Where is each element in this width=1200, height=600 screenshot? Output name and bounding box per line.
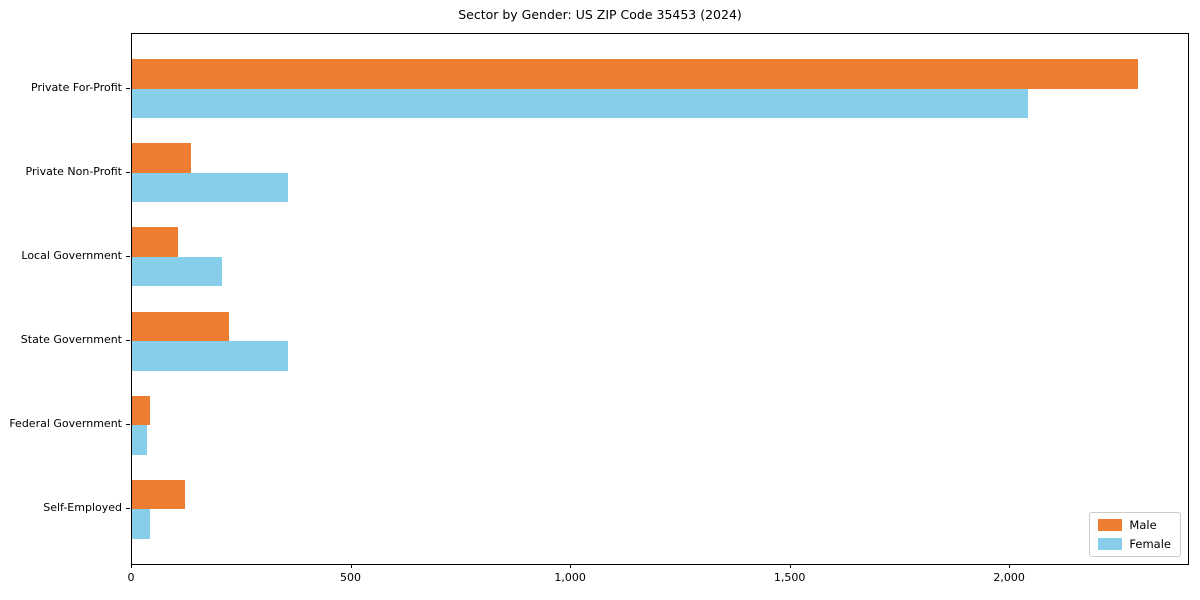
x-tick-mark-1,500: [789, 564, 791, 568]
legend: Male Female: [1089, 512, 1181, 557]
legend-label-female: Female: [1129, 537, 1171, 551]
x-tick-label-0: 0: [127, 571, 135, 584]
y-tick-label-self-employed: Self-Employed: [43, 501, 122, 515]
x-tick-label-500: 500: [340, 571, 362, 584]
x-tick-label-2,000: 2,000: [993, 571, 1025, 584]
x-tick-label-1,000: 1,000: [554, 571, 586, 584]
bar-male-local-government: [132, 227, 179, 257]
plot-area: Male Female: [131, 33, 1189, 565]
y-tick-mark-private-non-profit: [126, 171, 130, 173]
bar-male-private-non-profit: [132, 143, 192, 173]
legend-label-male: Male: [1129, 518, 1157, 532]
legend-swatch-female-icon: [1098, 538, 1123, 550]
bar-female-private-non-profit: [132, 172, 288, 203]
bar-male-private-for-profit: [132, 59, 1138, 89]
x-tick-mark-0: [131, 564, 132, 568]
bar-male-federal-government: [132, 395, 150, 426]
x-tick-mark-500: [350, 564, 352, 568]
x-tick-label-1,500: 1,500: [773, 571, 806, 584]
bar-female-self-employed: [132, 509, 150, 539]
bar-female-local-government: [132, 256, 222, 287]
y-tick-mark-state-government: [126, 340, 130, 342]
bar-female-federal-government: [132, 425, 148, 455]
y-tick-label-state-government: State Government: [20, 333, 122, 347]
y-tick-label-private-for-profit: Private For-Profit: [31, 80, 122, 94]
legend-item-male: Male: [1098, 518, 1171, 532]
bar-female-state-government: [132, 341, 288, 371]
bar-male-state-government: [132, 311, 229, 342]
y-tick-mark-federal-government: [126, 424, 130, 426]
y-tick-label-local-government: Local Government: [21, 248, 122, 262]
bar-female-private-for-profit: [132, 88, 1028, 119]
x-tick-mark-2,000: [1009, 564, 1011, 568]
y-tick-label-federal-government: Federal Government: [9, 417, 122, 431]
x-tick-mark-1,000: [570, 564, 572, 568]
chart-title: Sector by Gender: US ZIP Code 35453 (202…: [458, 7, 742, 22]
y-tick-mark-local-government: [126, 255, 130, 257]
legend-item-female: Female: [1098, 537, 1171, 551]
y-tick-label-private-non-profit: Private Non-Profit: [25, 164, 122, 178]
y-tick-mark-private-for-profit: [126, 87, 130, 89]
bar-male-self-employed: [132, 479, 185, 510]
y-tick-mark-self-employed: [126, 508, 130, 510]
legend-swatch-male-icon: [1098, 519, 1123, 531]
